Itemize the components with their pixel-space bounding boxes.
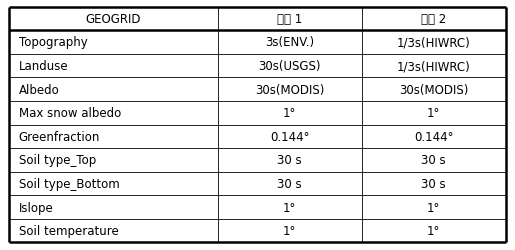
Text: 1°: 1° xyxy=(283,201,297,214)
Text: 30 s: 30 s xyxy=(421,154,446,167)
Text: 1/3s(HIWRC): 1/3s(HIWRC) xyxy=(397,36,471,49)
Text: 1°: 1° xyxy=(283,224,297,237)
Text: 0.144°: 0.144° xyxy=(270,130,310,143)
Text: 1°: 1° xyxy=(427,107,440,120)
Text: Islope: Islope xyxy=(19,201,53,214)
Text: Soil temperature: Soil temperature xyxy=(19,224,118,237)
Text: 1°: 1° xyxy=(427,224,440,237)
Text: Soil type_Bottom: Soil type_Bottom xyxy=(19,177,119,190)
Text: 1/3s(HIWRC): 1/3s(HIWRC) xyxy=(397,60,471,73)
Text: 30s(MODIS): 30s(MODIS) xyxy=(399,83,469,96)
Text: 3s(ENV.): 3s(ENV.) xyxy=(265,36,314,49)
Text: GEOGRID: GEOGRID xyxy=(86,13,141,26)
Text: 영역 1: 영역 1 xyxy=(277,13,302,26)
Text: 0.144°: 0.144° xyxy=(414,130,454,143)
Text: 30s(MODIS): 30s(MODIS) xyxy=(255,83,324,96)
Text: Max snow albedo: Max snow albedo xyxy=(19,107,121,120)
Text: Landuse: Landuse xyxy=(19,60,68,73)
Text: 30 s: 30 s xyxy=(278,154,302,167)
Text: Soil type_Top: Soil type_Top xyxy=(19,154,96,167)
Text: 1°: 1° xyxy=(427,201,440,214)
Text: Greenfraction: Greenfraction xyxy=(19,130,100,143)
Text: Topography: Topography xyxy=(19,36,87,49)
Text: 30s(USGS): 30s(USGS) xyxy=(259,60,321,73)
Text: 영역 2: 영역 2 xyxy=(421,13,447,26)
Text: 30 s: 30 s xyxy=(278,177,302,190)
Text: 1°: 1° xyxy=(283,107,297,120)
Text: Albedo: Albedo xyxy=(19,83,59,96)
Text: 30 s: 30 s xyxy=(421,177,446,190)
